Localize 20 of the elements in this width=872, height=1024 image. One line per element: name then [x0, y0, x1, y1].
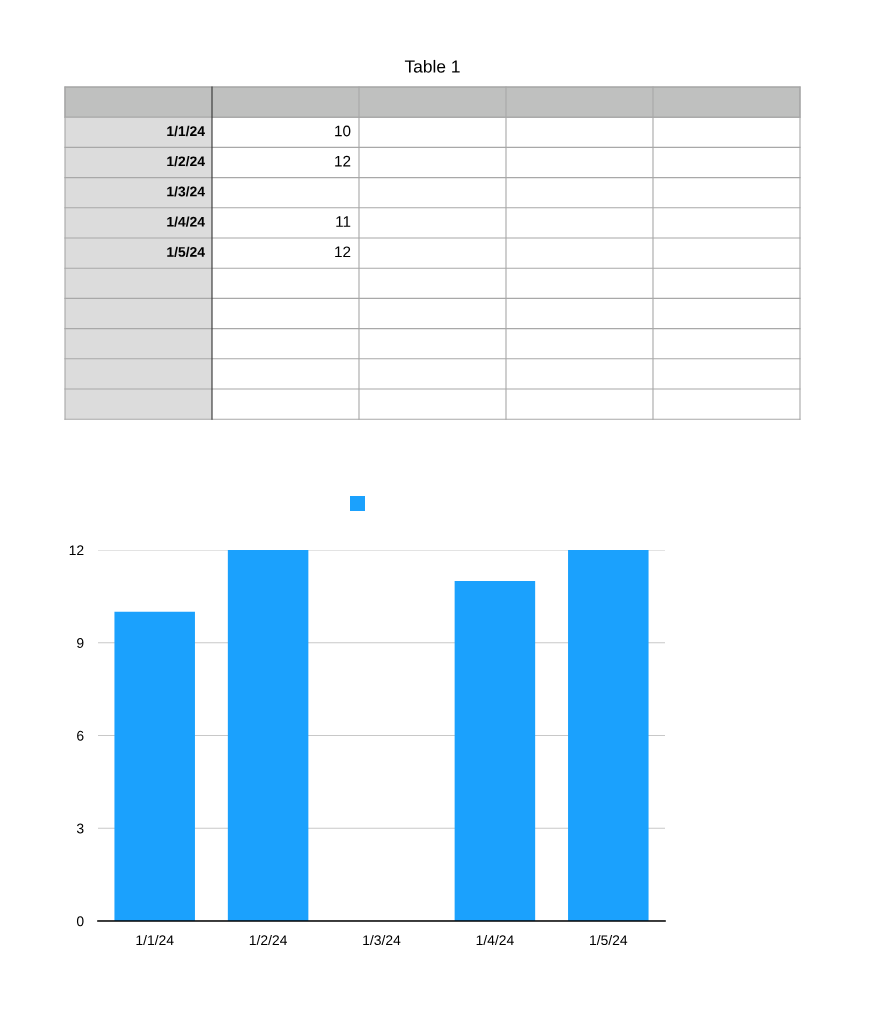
text: 12	[335, 246, 351, 258]
text: 12	[335, 155, 351, 167]
y-tick-label: 3	[76, 823, 84, 834]
y-tick-label: 12	[69, 545, 84, 556]
y-tick-label: 0	[76, 916, 84, 927]
category-label: 1/2/24	[167, 156, 205, 167]
category-label: 1/1/24	[167, 125, 205, 137]
x-tick-label: 1/5/24	[590, 934, 628, 946]
category-label: 1/3/24	[167, 186, 205, 197]
chart-title: Table 1	[404, 59, 460, 73]
category-label: 1/4/24	[167, 216, 205, 227]
text: 11	[336, 216, 351, 227]
x-tick-label: 1/4/24	[476, 934, 514, 946]
x-tick-label: 1/3/24	[363, 934, 401, 946]
y-tick-label: 9	[77, 638, 84, 648]
y-tick-label: 6	[77, 730, 84, 741]
category-label: 1/5/24	[167, 246, 205, 257]
text: 10	[335, 125, 351, 137]
x-tick-label: 1/1/24	[136, 934, 174, 946]
x-tick-label: 1/2/24	[249, 934, 287, 946]
